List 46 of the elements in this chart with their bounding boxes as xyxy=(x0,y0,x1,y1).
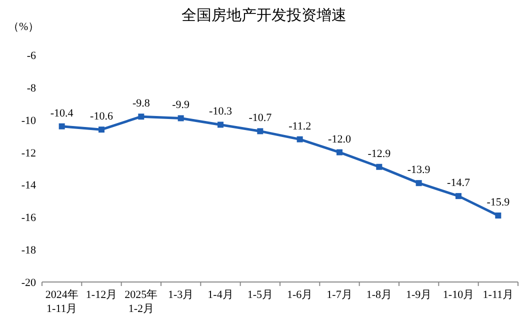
point xyxy=(336,149,342,156)
y-tick-label: -12 xyxy=(21,147,36,160)
x-tick-label: 1-9月 xyxy=(406,289,432,301)
point xyxy=(495,212,502,219)
y-tick-label: -20 xyxy=(21,277,36,289)
data-label: -12.9 xyxy=(368,148,392,160)
point xyxy=(376,164,382,170)
point xyxy=(456,193,462,200)
x-tick-label: 1-5月 xyxy=(247,289,274,301)
y-tick-label: -18 xyxy=(21,244,36,257)
data-label: -15.9 xyxy=(486,196,510,209)
data-label: -10.3 xyxy=(209,106,232,118)
y-tick-label: -16 xyxy=(21,212,36,224)
y-tick-label: -8 xyxy=(26,82,36,94)
point xyxy=(178,115,184,122)
point xyxy=(296,136,303,142)
chart-title: 全国房地产开发投资增速 xyxy=(182,6,346,24)
data-label: -14.7 xyxy=(447,177,470,190)
data-label: -10.6 xyxy=(90,110,114,123)
x-tick-label: 1-8月 xyxy=(366,289,392,301)
data-label: -10.4 xyxy=(50,107,74,120)
data-label: -9.8 xyxy=(132,98,150,110)
data-label: -11.2 xyxy=(288,120,312,132)
point xyxy=(98,126,104,133)
y-tick-label: -6 xyxy=(26,50,36,62)
point xyxy=(138,114,144,120)
y-axis-title: （%） xyxy=(8,21,40,33)
x-tick-label: 1-4月 xyxy=(208,289,234,301)
x-tick-label: 2024年 1-11月 xyxy=(45,289,78,315)
x-tick-label: 1-3月 xyxy=(168,289,194,301)
data-label: -10.7 xyxy=(248,112,272,124)
point xyxy=(257,128,264,134)
y-tick-label: -14 xyxy=(21,180,36,192)
data-label: -12.0 xyxy=(328,133,352,146)
data-label: -9.9 xyxy=(172,99,190,112)
x-tick-label: 2025年 1-2月 xyxy=(124,289,158,315)
data-label: -13.9 xyxy=(407,164,431,176)
point xyxy=(218,122,224,128)
x-tick-label: 1-10月 xyxy=(442,289,474,301)
y-tick-label: -10 xyxy=(21,114,36,127)
x-tick-label: 1-6月 xyxy=(286,289,313,301)
x-tick-label: 1-12月 xyxy=(86,289,118,301)
point xyxy=(416,180,422,186)
point xyxy=(58,123,65,130)
x-tick-label: 1-7月 xyxy=(326,289,352,301)
x-tick-label: 1-11月 xyxy=(482,289,514,301)
